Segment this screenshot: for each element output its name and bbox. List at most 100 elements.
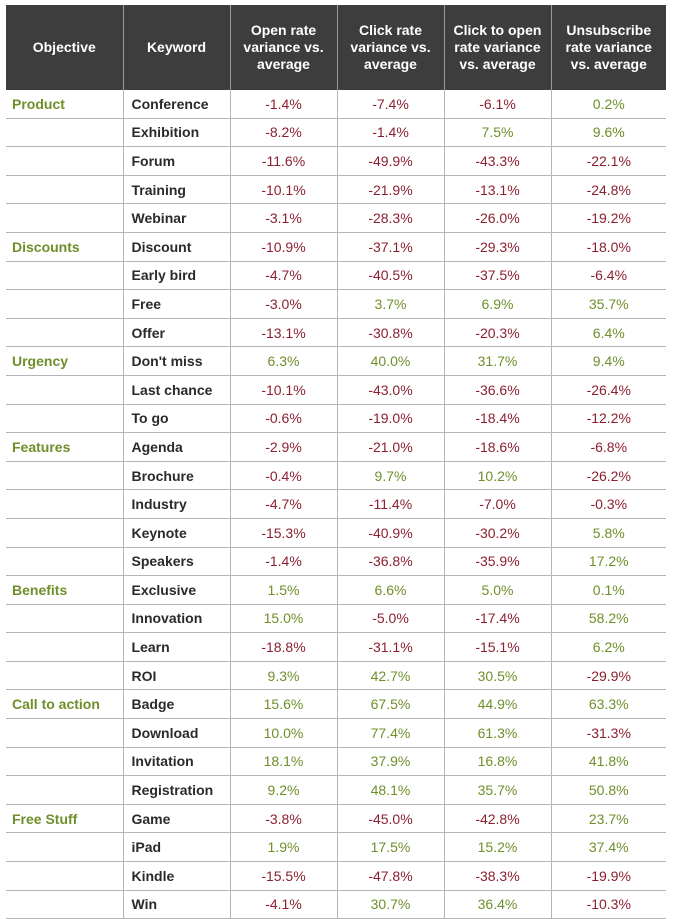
objective-cell: [6, 547, 123, 577]
click-rate-cell: -31.1%: [336, 632, 444, 662]
table-row: Registration 9.2% 48.1% 35.7% 50.8%: [6, 775, 666, 805]
open-rate-cell: 9.3%: [229, 661, 337, 691]
click-rate-cell: -11.4%: [336, 489, 444, 519]
unsubscribe-rate-cell: 58.2%: [550, 604, 666, 634]
click-to-open-rate-cell: 31.7%: [443, 346, 551, 376]
table-row: Exhibition -8.2% -1.4% 7.5% 9.6%: [6, 118, 666, 148]
click-rate-cell: 67.5%: [336, 689, 444, 720]
objective-cell: [6, 861, 123, 891]
click-to-open-rate-cell: -20.3%: [443, 318, 551, 348]
open-rate-cell: -0.6%: [229, 404, 337, 434]
click-to-open-rate-cell: -42.8%: [443, 804, 551, 834]
open-rate-cell: -15.3%: [229, 518, 337, 548]
unsubscribe-rate-cell: 50.8%: [550, 775, 666, 805]
open-rate-cell: 10.0%: [229, 718, 337, 748]
header-click-rate: Click rate variance vs. average: [336, 5, 444, 90]
click-rate-cell: -40.9%: [336, 518, 444, 548]
objective-cell: [6, 404, 123, 434]
table-row: Features Agenda -2.9% -21.0% -18.6% -6.8%: [6, 432, 666, 462]
click-rate-cell: -19.0%: [336, 404, 444, 434]
click-to-open-rate-cell: -38.3%: [443, 861, 551, 891]
click-to-open-rate-cell: -6.1%: [443, 90, 551, 119]
click-rate-cell: -7.4%: [336, 90, 444, 119]
click-rate-cell: 48.1%: [336, 775, 444, 805]
unsubscribe-rate-cell: 35.7%: [550, 289, 666, 319]
table-row: Discounts Discount -10.9% -37.1% -29.3% -18.0…: [6, 232, 666, 262]
click-to-open-rate-cell: 30.5%: [443, 661, 551, 691]
table-row: Free Stuff Game -3.8% -45.0% -42.8% 23.7%: [6, 804, 666, 834]
click-rate-cell: -28.3%: [336, 203, 444, 233]
keyword-cell: Agenda: [122, 432, 230, 462]
click-rate-cell: -43.0%: [336, 375, 444, 405]
objective-cell: [6, 832, 123, 863]
open-rate-cell: 15.6%: [229, 689, 337, 720]
header-keyword: Keyword: [122, 5, 230, 90]
keyword-cell: Early bird: [122, 261, 230, 291]
table-row: Call to action Badge 15.6% 67.5% 44.9% 63.3%: [6, 689, 666, 720]
objective-cell: [6, 489, 123, 519]
click-rate-cell: 3.7%: [336, 289, 444, 319]
objective-cell: [6, 661, 123, 691]
unsubscribe-rate-cell: -29.9%: [550, 661, 666, 691]
open-rate-cell: -13.1%: [229, 318, 337, 348]
unsubscribe-rate-cell: 0.1%: [550, 575, 666, 605]
keyword-cell: Training: [122, 175, 230, 205]
click-to-open-rate-cell: 61.3%: [443, 718, 551, 748]
table-row: Forum -11.6% -49.9% -43.3% -22.1%: [6, 146, 666, 176]
objective-cell: [6, 318, 123, 348]
open-rate-cell: -4.7%: [229, 489, 337, 519]
unsubscribe-rate-cell: 0.2%: [550, 90, 666, 119]
objective-cell: [6, 632, 123, 662]
open-rate-cell: 18.1%: [229, 747, 337, 777]
click-to-open-rate-cell: -15.1%: [443, 632, 551, 662]
unsubscribe-rate-cell: -24.8%: [550, 175, 666, 205]
keyword-cell: To go: [122, 404, 230, 434]
table-row: Industry -4.7% -11.4% -7.0% -0.3%: [6, 489, 666, 519]
objective-cell: Free Stuff: [6, 804, 123, 834]
open-rate-cell: 15.0%: [229, 604, 337, 634]
table-header-row: Objective Keyword Open rate variance vs.…: [6, 5, 666, 90]
table-row: Urgency Don't miss 6.3% 40.0% 31.7% 9.4%: [6, 346, 666, 376]
table-row: Kindle -15.5% -47.8% -38.3% -19.9%: [6, 861, 666, 891]
table-body: Product Conference -1.4% -7.4% -6.1% 0.2% Exhi…: [6, 90, 666, 919]
keyword-cell: Innovation: [122, 604, 230, 634]
keyword-cell: ROI: [122, 661, 230, 691]
table-row: Early bird -4.7% -40.5% -37.5% -6.4%: [6, 261, 666, 291]
click-to-open-rate-cell: -18.6%: [443, 432, 551, 462]
unsubscribe-rate-cell: 6.4%: [550, 318, 666, 348]
objective-cell: Discounts: [6, 232, 123, 262]
click-to-open-rate-cell: -18.4%: [443, 404, 551, 434]
unsubscribe-rate-cell: 23.7%: [550, 804, 666, 834]
open-rate-cell: 6.3%: [229, 346, 337, 376]
click-to-open-rate-cell: 6.9%: [443, 289, 551, 319]
keyword-cell: Forum: [122, 146, 230, 176]
table-row: Keynote -15.3% -40.9% -30.2% 5.8%: [6, 518, 666, 548]
click-rate-cell: -45.0%: [336, 804, 444, 834]
unsubscribe-rate-cell: -0.3%: [550, 489, 666, 519]
header-unsubscribe-rate: Unsubscribe rate variance vs. average: [550, 5, 666, 90]
objective-cell: Features: [6, 432, 123, 462]
unsubscribe-rate-cell: -26.2%: [550, 461, 666, 491]
unsubscribe-rate-cell: -18.0%: [550, 232, 666, 262]
unsubscribe-rate-cell: 17.2%: [550, 547, 666, 577]
open-rate-cell: -4.1%: [229, 890, 337, 919]
open-rate-cell: 9.2%: [229, 775, 337, 805]
table-row: Training -10.1% -21.9% -13.1% -24.8%: [6, 175, 666, 205]
unsubscribe-rate-cell: -19.2%: [550, 203, 666, 233]
open-rate-cell: -1.4%: [229, 90, 337, 119]
click-to-open-rate-cell: -35.9%: [443, 547, 551, 577]
click-rate-cell: -37.1%: [336, 232, 444, 262]
objective-cell: [6, 375, 123, 405]
click-to-open-rate-cell: 7.5%: [443, 118, 551, 148]
click-to-open-rate-cell: 35.7%: [443, 775, 551, 805]
open-rate-cell: -8.2%: [229, 118, 337, 148]
variance-table: Objective Keyword Open rate variance vs.…: [6, 5, 666, 919]
click-to-open-rate-cell: 5.0%: [443, 575, 551, 605]
objective-cell: [6, 261, 123, 291]
objective-cell: [6, 175, 123, 205]
keyword-cell: Download: [122, 718, 230, 748]
table-row: Benefits Exclusive 1.5% 6.6% 5.0% 0.1%: [6, 575, 666, 605]
keyword-cell: Last chance: [122, 375, 230, 405]
open-rate-cell: 1.9%: [229, 832, 337, 863]
table-row: Last chance -10.1% -43.0% -36.6% -26.4%: [6, 375, 666, 405]
